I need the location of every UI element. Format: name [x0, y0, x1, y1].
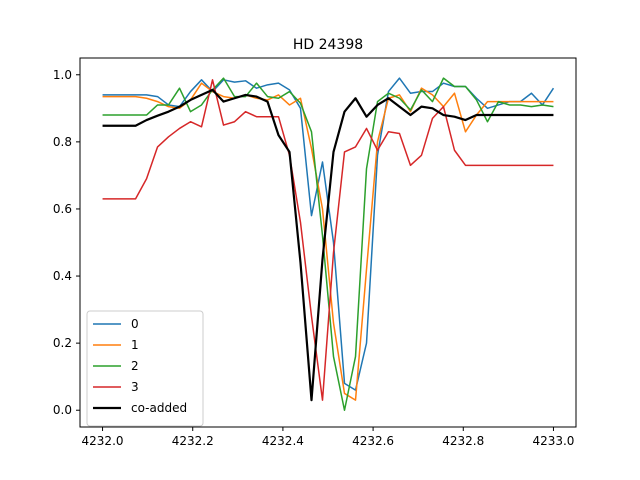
series-line-co-added [102, 88, 554, 402]
chart-title: HD 24398 [293, 37, 363, 53]
series-line-2 [102, 77, 554, 411]
y-tick-label: 0.8 [53, 135, 72, 149]
x-tick-label: 4232.0 [82, 434, 124, 448]
legend-box [86, 310, 204, 427]
x-tick-label: 4232.8 [442, 434, 484, 448]
legend: 0 1 2 3 co-added [86, 310, 204, 427]
x-tick-label: 4233.0 [532, 434, 574, 448]
legend-label: 0 [131, 317, 139, 331]
y-tick-label: 0.0 [53, 403, 72, 417]
plot-frame [79, 57, 577, 428]
legend-label: 1 [131, 338, 139, 352]
y-axis: 0.0 0.2 0.4 0.6 0.8 1.0 [53, 68, 80, 417]
x-axis: 4232.0 4232.2 4232.4 4232.6 4232.8 4233.0 [82, 427, 574, 448]
series-layer [102, 77, 555, 411]
x-tick-label: 4232.2 [172, 434, 214, 448]
legend-label: 2 [131, 359, 139, 373]
y-tick-label: 0.2 [53, 336, 72, 350]
series-line-3 [102, 79, 554, 401]
x-tick-label: 4232.6 [352, 434, 394, 448]
legend-label: co-added [131, 401, 187, 415]
legend-label: 3 [131, 380, 139, 394]
y-tick-label: 0.4 [53, 269, 72, 283]
y-tick-label: 0.6 [53, 202, 72, 216]
y-tick-label: 1.0 [53, 68, 72, 82]
x-tick-label: 4232.4 [262, 434, 304, 448]
